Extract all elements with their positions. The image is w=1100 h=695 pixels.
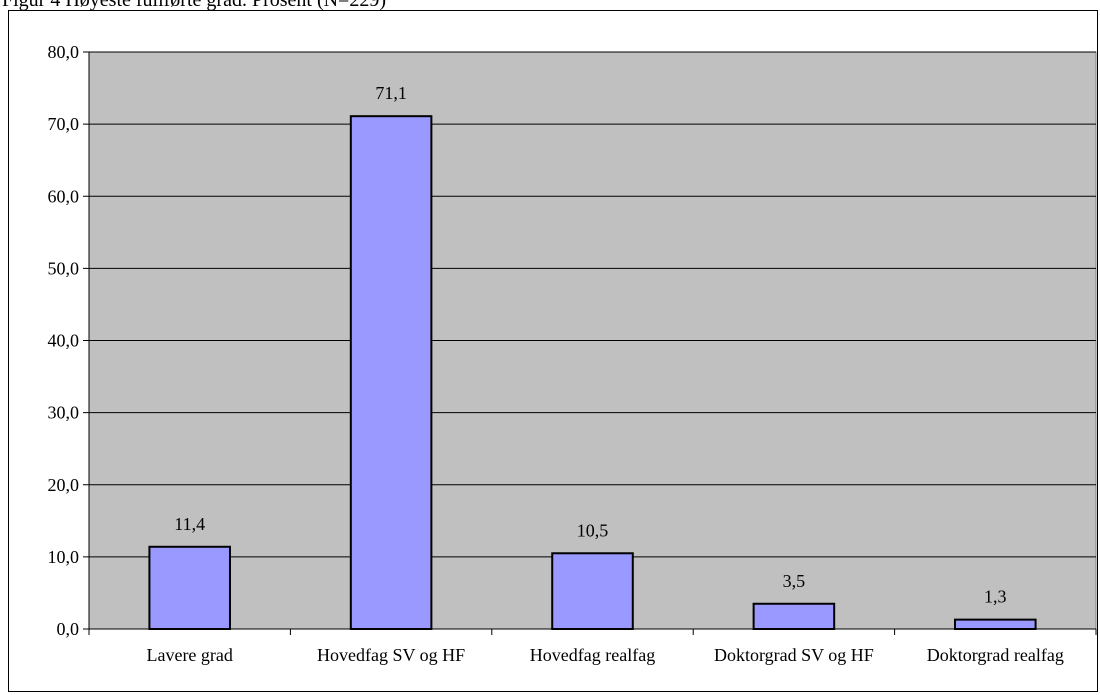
data-label: 11,4 <box>174 514 205 534</box>
figure-caption: Figur 4 Høyeste fullførte grad. Prosent … <box>0 0 1100 14</box>
x-tick-label: Hovedfag SV og HF <box>317 645 465 665</box>
y-tick-label: 80,0 <box>48 42 80 62</box>
data-label: 1,3 <box>984 587 1007 607</box>
y-tick-labels: 0,0 10,0 20,0 30,0 40,0 50,0 60,0 70,0 80,0 <box>48 42 80 639</box>
axes <box>83 51 1097 635</box>
data-label: 3,5 <box>783 571 806 591</box>
y-tick-label: 10,0 <box>48 547 80 567</box>
y-tick-label: 50,0 <box>48 258 80 278</box>
x-tick-label: Doktorgrad realfag <box>927 645 1064 665</box>
chart-frame: 0,0 10,0 20,0 30,0 40,0 50,0 60,0 70,0 80,0 Lave… <box>8 10 1098 692</box>
bar <box>551 552 634 630</box>
x-tick-labels: Lavere grad Hovedfag SV og HF Hovedfag rea… <box>146 645 1063 665</box>
data-labels: 11,4 71,1 10,5 3,5 1,3 <box>174 83 1006 606</box>
bar <box>349 115 433 631</box>
y-tick-label: 30,0 <box>48 403 80 423</box>
x-tick-label: Lavere grad <box>146 645 232 665</box>
y-tick-label: 20,0 <box>48 475 80 495</box>
y-tick-label: 70,0 <box>48 114 80 134</box>
bars <box>148 115 1037 631</box>
data-label: 71,1 <box>375 83 407 103</box>
data-label: 10,5 <box>577 520 609 540</box>
figure-caption-text: Figur 4 Høyeste fullførte grad. Prosent … <box>2 0 386 11</box>
bar <box>954 618 1037 631</box>
y-tick-label: 60,0 <box>48 186 80 206</box>
bar <box>148 545 231 631</box>
bar <box>752 602 836 630</box>
y-tick-label: 40,0 <box>48 331 80 351</box>
x-tick-label: Hovedfag realfag <box>530 645 655 665</box>
y-tick-label: 0,0 <box>57 619 80 639</box>
bar-chart: 0,0 10,0 20,0 30,0 40,0 50,0 60,0 70,0 80,0 Lave… <box>48 42 1097 665</box>
x-tick-label: Doktorgrad SV og HF <box>714 645 874 665</box>
